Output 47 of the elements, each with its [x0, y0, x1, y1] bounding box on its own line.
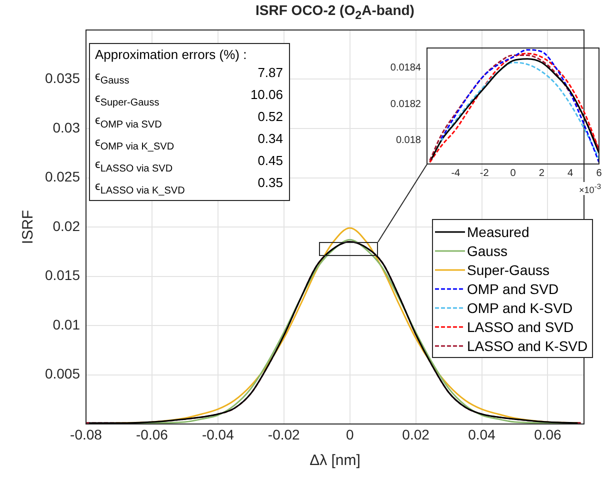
annotation: 0.45	[258, 153, 284, 168]
x-tick-label: -0.06	[136, 426, 168, 442]
x-tick-label: -0.08	[70, 426, 102, 442]
annotation: ϵ$_{LASSO via SVD}$	[95, 156, 173, 174]
x-tick-label: 0.06	[534, 426, 562, 442]
x-tick-label: 0	[510, 168, 516, 179]
x-tick-label: 2	[538, 168, 545, 179]
y-tick-label: 0.0182	[390, 98, 422, 110]
annotation: ϵ$_{Gauss}$	[95, 68, 130, 86]
x-tick-label: 0.04	[468, 426, 496, 442]
annotation: ×10$^{-3}$	[578, 182, 602, 195]
y-tick-label: 0.02	[52, 218, 80, 234]
legend-label: OMP and SVD	[467, 280, 559, 296]
annotation: ϵ$_{LASSO via K_SVD}$	[95, 178, 185, 196]
y-tick-label: 0.01	[52, 316, 80, 332]
annotation: ϵ$_{Super-Gauss}$	[95, 90, 160, 108]
y-tick-label: 0.03	[52, 119, 80, 136]
annotation: 0.52	[258, 109, 284, 124]
legend-label: Measured	[467, 224, 530, 240]
legend-label: Gauss	[467, 242, 508, 258]
y-tick-label: 0.015	[44, 267, 80, 284]
x-tick-label: -0.04	[202, 426, 234, 442]
x-axis-title: Δλ [nm]	[308, 452, 362, 469]
y-tick-label: 0.018	[396, 135, 422, 146]
y-axis-title: ISRF	[20, 210, 36, 244]
y-tick-label: 0.005	[44, 366, 80, 382]
legend-label: OMP and K-SVD	[467, 300, 573, 316]
x-tick-label: -4	[451, 168, 461, 179]
x-tick-label: 6	[596, 168, 602, 179]
annotation: 10.06	[250, 87, 284, 102]
annotation: 0.34	[258, 131, 284, 146]
x-tick-label: 4	[568, 168, 574, 179]
y-tick-label: 0.035	[44, 70, 80, 86]
annotation: Approximation errors (%) :	[95, 47, 248, 62]
annotation: 7.87	[258, 65, 284, 80]
y-tick-label: 0.025	[44, 168, 80, 185]
x-tick-label: 0	[346, 426, 354, 442]
legend-label: LASSO and K-SVD	[467, 338, 588, 354]
legend-label: LASSO and SVD	[467, 318, 574, 334]
annotation: 0.35	[258, 175, 284, 190]
annotation: ϵ$_{OMP via SVD}$	[95, 112, 162, 130]
chart-title: ISRF OCO-2 (O$_{2}$A-band)	[254, 2, 416, 22]
y-tick-label: 0.0184	[390, 62, 422, 74]
legend-label: Super-Gauss	[467, 262, 550, 278]
x-tick-label: -0.02	[268, 426, 300, 442]
annotation: ϵ$_{OMP via K_SVD}$	[95, 134, 174, 152]
x-tick-label: -2	[480, 168, 490, 179]
